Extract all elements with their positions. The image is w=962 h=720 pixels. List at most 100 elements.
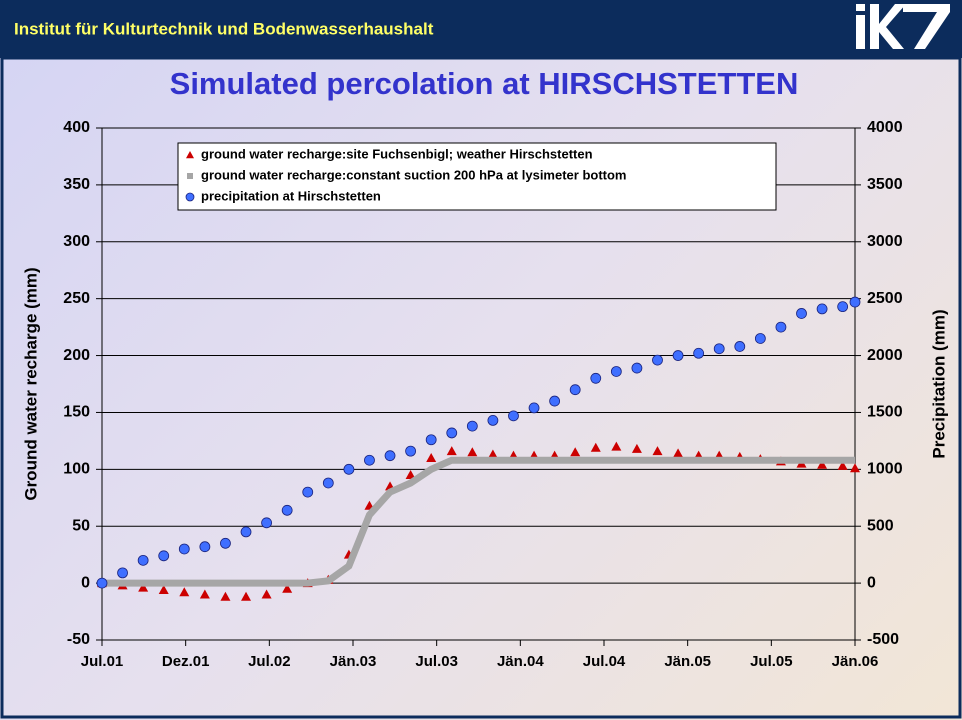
circle-marker [302,486,314,498]
triangle-marker [652,446,663,456]
circle-marker [672,350,684,361]
y2-tick-label: 1000 [867,461,903,478]
triangle-marker [611,441,622,451]
logo [856,4,950,49]
triangle-marker [179,587,190,597]
y2-tick-label: 4000 [867,119,903,136]
circle-marker [281,504,293,516]
header-bar [0,0,962,58]
y-tick-label: 250 [63,290,90,307]
y-tick-label: 100 [63,461,90,478]
circle-marker [713,343,725,355]
circle-marker [775,321,787,333]
circle-marker [487,415,499,426]
circle-marker [837,301,849,313]
y-tick-label: -50 [67,631,90,648]
x-tick-label: Dez.01 [162,653,210,670]
circle-marker [849,296,861,308]
triangle-marker [570,447,581,457]
triangle-marker [850,463,860,473]
chart-title: Simulated percolation at HIRSCHSTETTEN [170,66,799,101]
triangle-marker [673,448,684,458]
triangle-marker [817,459,828,469]
y2-tick-label: 2500 [867,290,903,307]
x-tick-label: Jul.05 [750,653,793,670]
circle-marker [693,347,705,359]
x-tick-label: Jul.01 [81,653,124,670]
y-tick-label: 300 [63,233,90,250]
circle-marker [364,454,375,466]
triangle-marker [282,583,293,593]
triangle-marker [426,452,437,462]
x-tick-label: Jul.02 [248,653,291,670]
circle-marker [652,354,663,366]
circle-marker [322,477,334,489]
x-tick-label: Jän.06 [832,653,879,670]
y-tick-label: 200 [63,347,90,364]
circle-marker [466,420,478,432]
circle-marker [631,362,643,374]
y2-tick-label: 3500 [867,176,903,193]
x-tick-label: Jul.03 [415,653,458,670]
circle-marker [220,537,231,549]
legend-label: ground water recharge:constant suction 2… [201,167,626,182]
x-tick-label: Jän.05 [664,653,711,670]
legend-marker [185,192,195,202]
y-tick-label: 400 [63,119,90,136]
triangle-marker [590,442,601,452]
circle-marker [261,517,272,529]
circle-marker [199,541,211,553]
legend-marker [187,173,193,179]
triangle-marker [158,584,169,594]
x-tick-label: Jul.04 [583,653,626,670]
circle-marker [240,526,252,538]
y-tick-label: 350 [63,176,90,193]
y-tick-label: 150 [63,404,90,421]
legend: ground water recharge:site Fuchsenbigl; … [177,142,777,211]
y2-tick-label: 0 [867,574,876,591]
legend-box [177,142,777,211]
slide-frame [0,56,962,719]
triangle-marker [138,582,149,592]
circle-marker [96,577,108,589]
y2-tick-label: 500 [867,517,894,534]
circle-marker [158,550,170,562]
circle-marker [425,434,437,446]
y-axis-title: Ground water recharge (mm) [21,267,40,500]
circle-marker [569,384,581,396]
header-title: Institut für Kulturtechnik und Bodenwass… [14,19,434,38]
circle-marker [734,341,746,352]
y2-tick-label: -500 [867,631,899,648]
circle-marker [754,333,766,344]
legend-label: ground water recharge:site Fuchsenbigl; … [201,146,593,161]
y-tick-label: 0 [81,574,90,591]
y2-axis-title: Precipitation (mm) [929,309,948,458]
triangle-marker [220,591,231,601]
x-tick-label: Jän.03 [330,653,377,670]
triangle-marker [837,460,848,470]
triangle-marker [261,589,272,599]
circle-marker [816,303,828,315]
circle-marker [590,372,602,384]
x-tick-label: Jän.04 [497,653,544,670]
circle-marker [446,427,458,439]
series-line [102,456,855,587]
y2-tick-label: 1500 [867,404,903,421]
legend-label: precipitation at Hirschstetten [201,188,381,203]
triangle-marker [241,591,252,601]
y2-tick-label: 3000 [867,233,903,250]
y2-tick-label: 2000 [867,347,903,364]
legend-marker [186,151,194,159]
circle-marker [384,450,396,462]
circle-marker [178,543,190,555]
y-tick-label: 50 [72,517,90,534]
triangle-marker [446,446,457,456]
triangle-marker [631,443,642,453]
circle-marker [610,366,622,377]
triangle-marker [467,447,478,457]
circle-marker [137,554,149,566]
circle-marker [117,567,128,579]
triangle-marker [199,589,210,599]
